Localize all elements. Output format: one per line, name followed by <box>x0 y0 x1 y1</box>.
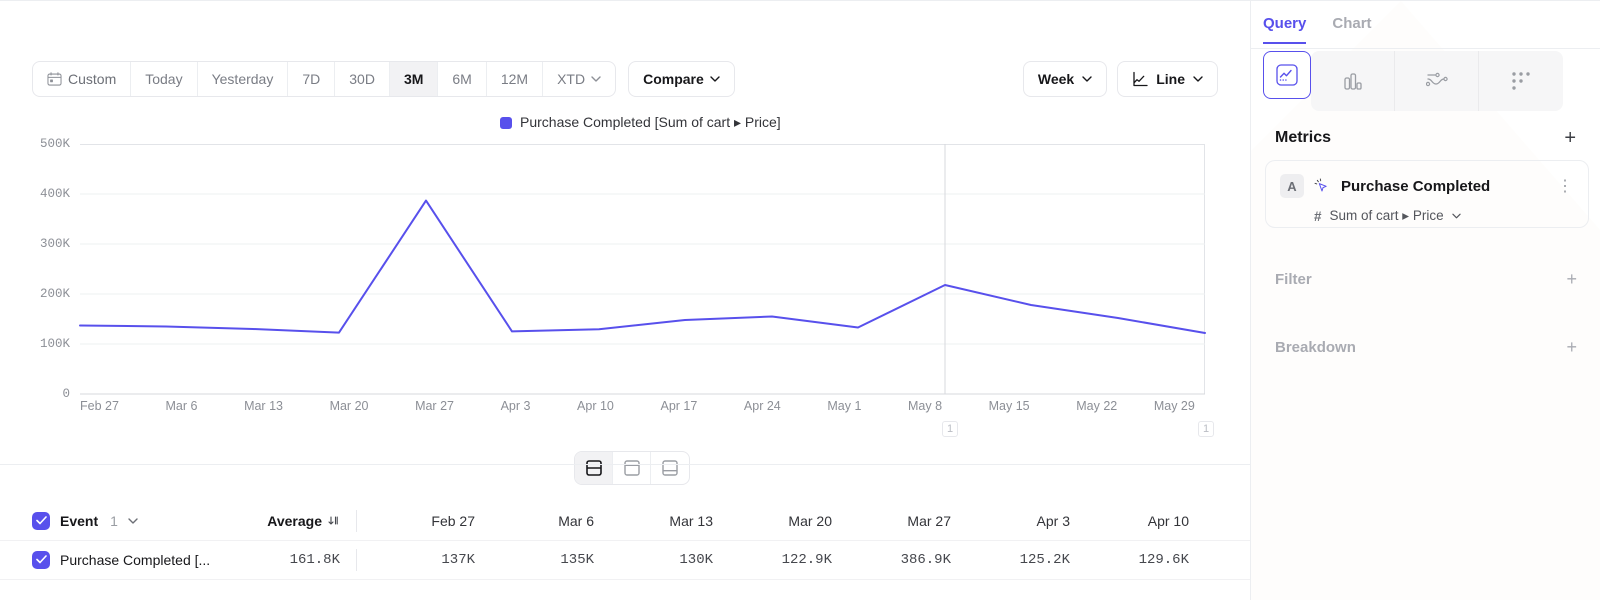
svg-text:400K: 400K <box>40 187 71 201</box>
svg-text:0: 0 <box>62 387 70 401</box>
svg-text:500K: 500K <box>40 137 71 151</box>
svg-text:200K: 200K <box>40 287 71 301</box>
svg-text:100K: 100K <box>40 337 71 351</box>
svg-text:300K: 300K <box>40 237 71 251</box>
